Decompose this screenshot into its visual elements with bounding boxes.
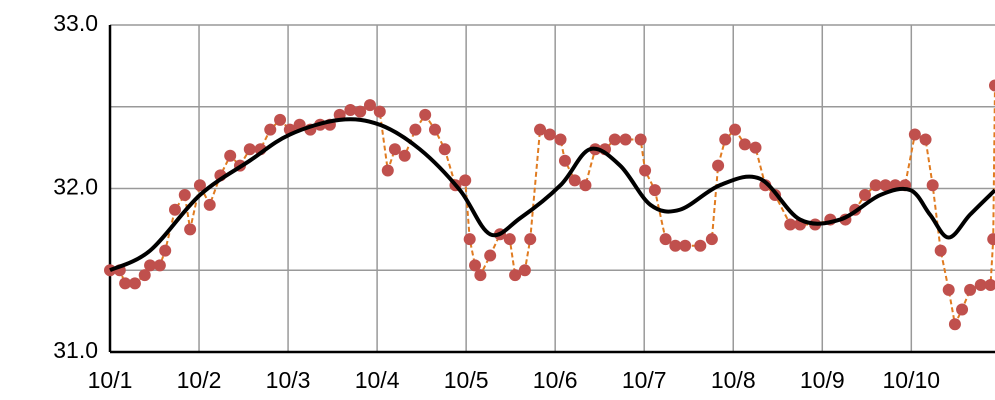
data-point (784, 218, 797, 231)
data-point (354, 105, 367, 118)
data-point (712, 159, 725, 172)
data-point (694, 239, 707, 252)
data-point (509, 269, 522, 282)
data-point (184, 223, 197, 236)
x-tick-label: 10/3 (266, 367, 311, 393)
data-point (956, 303, 969, 316)
data-point (419, 108, 432, 121)
x-tick-label: 10/4 (355, 367, 400, 393)
data-point (388, 143, 401, 156)
data-point (224, 149, 237, 162)
data-point (568, 174, 581, 187)
data-point (554, 133, 567, 146)
data-point (534, 123, 547, 136)
data-point (459, 174, 472, 187)
x-tick-label: 10/5 (444, 367, 489, 393)
data-point (639, 164, 652, 177)
data-point (908, 128, 921, 141)
data-point (705, 233, 718, 246)
x-tick-label: 10/6 (533, 367, 578, 393)
data-point (679, 239, 692, 252)
y-tick-label: 31.0 (53, 337, 98, 363)
data-point (119, 277, 132, 290)
data-point (659, 233, 672, 246)
x-tick-label: 10/1 (88, 367, 133, 393)
data-point (942, 283, 955, 296)
data-point (193, 179, 206, 192)
data-point (138, 269, 151, 282)
data-point (128, 277, 141, 290)
data-point (926, 179, 939, 192)
data-point (619, 133, 632, 146)
data-point (669, 239, 682, 252)
data-point (243, 143, 256, 156)
data-point (398, 149, 411, 162)
data-point (984, 278, 995, 291)
data-point (274, 113, 287, 126)
data-point (987, 233, 995, 246)
data-point (974, 278, 987, 291)
data-point (869, 179, 882, 192)
data-point (381, 164, 394, 177)
data-point (463, 233, 476, 246)
data-point (634, 133, 647, 146)
data-point (344, 104, 357, 117)
data-point (373, 105, 386, 118)
data-point (648, 184, 661, 197)
data-point (409, 123, 422, 136)
x-tick-label: 10/2 (177, 367, 222, 393)
data-point (919, 133, 932, 146)
data-point (989, 79, 995, 92)
data-point (428, 123, 441, 136)
data-point (159, 244, 172, 257)
data-point (503, 233, 516, 246)
x-tick-label: 10/8 (711, 367, 756, 393)
data-point (543, 128, 556, 141)
data-point (144, 259, 157, 272)
y-tick-label: 32.0 (53, 174, 98, 200)
data-point (524, 233, 537, 246)
data-point (608, 133, 621, 146)
data-point (859, 189, 872, 202)
data-point (264, 123, 277, 136)
y-tick-label: 33.0 (53, 10, 98, 36)
data-point (203, 198, 216, 211)
data-point (948, 318, 961, 331)
data-point (153, 259, 166, 272)
data-point (738, 138, 751, 151)
data-point (749, 141, 762, 154)
data-point (934, 244, 947, 257)
data-point (363, 99, 376, 112)
x-tick-label: 10/7 (622, 367, 667, 393)
data-point (879, 179, 892, 192)
x-tick-label: 10/9 (800, 367, 845, 393)
data-point (579, 179, 592, 192)
data-point (438, 143, 451, 156)
data-point (474, 269, 487, 282)
data-point (729, 123, 742, 136)
data-point (178, 189, 191, 202)
data-point (168, 203, 181, 216)
data-point (964, 283, 977, 296)
data-point (518, 264, 531, 277)
x-tick-label: 10/10 (883, 367, 941, 393)
data-point (484, 249, 497, 262)
data-point (558, 154, 571, 167)
data-point (719, 133, 732, 146)
dashed-line (110, 85, 995, 328)
data-point (469, 259, 482, 272)
smooth-line (109, 117, 995, 273)
